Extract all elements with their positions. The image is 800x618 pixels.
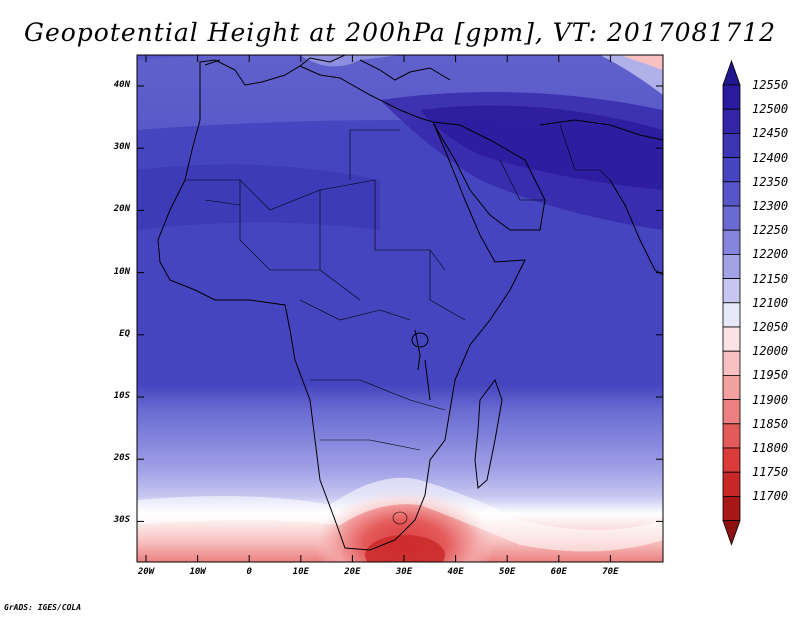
europe-coast-a xyxy=(299,55,346,67)
saharan-high xyxy=(137,164,380,230)
colorbar-level-label: 12100 xyxy=(752,295,789,310)
lon-label: 20E xyxy=(344,567,361,577)
lon-label: 40E xyxy=(447,567,464,577)
colorbar-top-arrow xyxy=(722,59,741,86)
plot-frame xyxy=(136,54,664,563)
coastlines xyxy=(157,55,663,551)
colorbar-level-label: 12550 xyxy=(752,78,789,92)
colorbar-level-label: 12400 xyxy=(752,150,789,165)
border-3 xyxy=(319,190,361,301)
colorbar-swatch xyxy=(722,326,741,352)
colorbar-level-label: 12000 xyxy=(752,344,789,359)
india-west-coast xyxy=(609,179,663,276)
colorbar-level-label: 12200 xyxy=(752,247,789,262)
colorbar-level-label: 12150 xyxy=(752,271,789,286)
lake-malawi xyxy=(424,359,431,401)
arabia xyxy=(432,121,546,231)
iberia xyxy=(204,59,221,66)
lat-ticks xyxy=(137,85,663,522)
border-12 xyxy=(559,124,611,181)
lake-victoria xyxy=(411,332,429,348)
ne-corner-low xyxy=(600,55,663,95)
colorbar-swatch xyxy=(722,253,741,279)
colorbar xyxy=(722,59,741,546)
ne-corner-red xyxy=(620,55,663,70)
border-10 xyxy=(349,129,400,180)
colorbar-swatch xyxy=(722,84,741,110)
lat-label: 10N xyxy=(113,266,130,277)
lon-label: 30E xyxy=(395,567,413,577)
height-field xyxy=(137,55,663,562)
credit-text: GrADS: IGES/COLA xyxy=(4,603,82,612)
lon-label: 10W xyxy=(189,567,206,577)
lat-label: 30S xyxy=(113,515,130,526)
colorbar-swatch xyxy=(722,471,741,497)
colorbar-swatch xyxy=(722,132,741,158)
colorbar-swatch xyxy=(722,278,741,304)
lon-label: 50E xyxy=(499,567,516,577)
lon-label: 10E xyxy=(292,567,309,577)
colorbar-swatch xyxy=(722,205,741,231)
colorbar-swatch xyxy=(722,423,741,449)
colorbar-swatch xyxy=(722,302,741,328)
colorbar-level-label: 11700 xyxy=(752,489,789,504)
lat-label: EQ xyxy=(119,328,130,339)
lon-label: 70E xyxy=(602,567,619,577)
asia-coast xyxy=(539,119,663,141)
colorbar-swatch xyxy=(722,157,741,183)
colorbar-swatch xyxy=(722,495,741,521)
colorbar-level-label: 12350 xyxy=(752,174,789,189)
colorbar-swatch xyxy=(722,399,741,425)
lon-label: 60E xyxy=(550,567,567,577)
colorbar-swatch xyxy=(722,447,741,473)
colorbar-level-label: 12050 xyxy=(752,320,789,334)
lon-ticks xyxy=(145,55,611,562)
colorbar-bottom-arrow xyxy=(722,520,741,546)
colorbar-level-label: 11750 xyxy=(752,465,789,480)
colorbar-swatch xyxy=(722,350,741,376)
mediterranean-low xyxy=(137,55,400,67)
colorbar-level-label: 12300 xyxy=(752,199,789,213)
border-5 xyxy=(429,250,466,321)
colorbar-swatch xyxy=(722,108,741,134)
border-7 xyxy=(310,379,446,411)
colorbar-swatch xyxy=(722,374,741,400)
lat-label: 20S xyxy=(113,453,130,464)
lat-label: 40N xyxy=(113,80,130,90)
lat-label: 10S xyxy=(113,391,130,401)
border-1 xyxy=(185,179,376,211)
colorbar-level-label: 11800 xyxy=(752,441,789,455)
border-4 xyxy=(374,180,446,271)
lon-label: 0 xyxy=(246,567,252,577)
colorbar-level-label: 11900 xyxy=(752,392,789,407)
border-11 xyxy=(499,159,545,201)
africa-outline xyxy=(157,59,526,551)
colorbar-level-label: 11950 xyxy=(752,368,789,383)
lesotho xyxy=(392,511,408,525)
border-8 xyxy=(320,439,421,451)
colorbar-level-label: 12450 xyxy=(752,126,789,141)
lon-label: 20W xyxy=(137,567,155,577)
colorbar-swatch xyxy=(722,229,741,255)
border-6 xyxy=(299,299,411,321)
white-contour-band xyxy=(137,477,663,552)
colorbar-swatch xyxy=(722,181,741,207)
chart-title: Geopotential Height at 200hPa [gpm], VT:… xyxy=(23,18,777,47)
border-9 xyxy=(204,199,241,206)
colorbar-level-label: 11850 xyxy=(752,416,789,431)
europe-coast-b xyxy=(359,59,451,81)
lake-tanganyika xyxy=(414,329,421,371)
colorbar-level-label: 12500 xyxy=(752,102,789,117)
southern-low-center xyxy=(365,535,445,562)
asian-high-peak xyxy=(420,105,663,190)
lat-label: 30N xyxy=(113,142,130,153)
border-2 xyxy=(239,180,320,271)
colorbar-level-label: 12250 xyxy=(752,223,789,238)
madagascar xyxy=(474,378,503,490)
lat-label: 20N xyxy=(113,204,130,215)
borders xyxy=(185,124,611,525)
